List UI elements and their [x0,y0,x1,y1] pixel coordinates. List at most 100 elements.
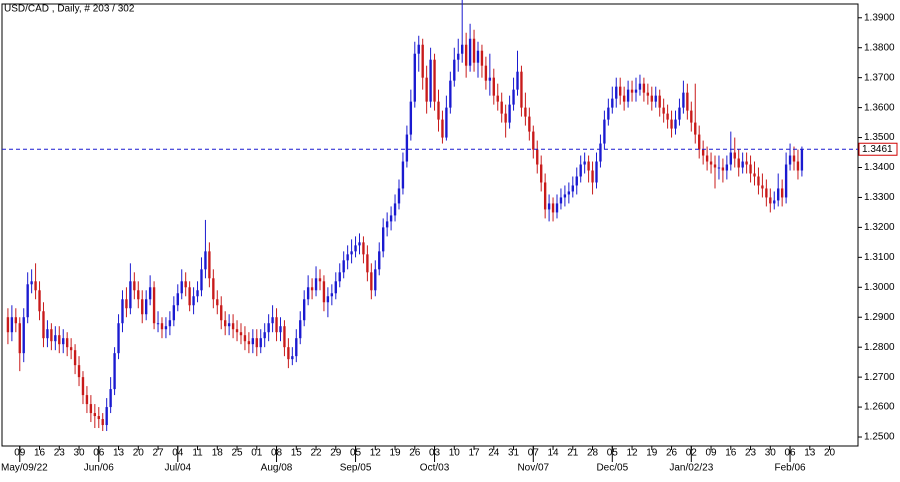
month-label: Nov/07 [517,463,549,474]
candle-body [22,317,25,354]
candle-body [441,119,444,138]
candle-body [492,77,495,96]
candle-body [164,326,168,330]
x-tick-label: 20 [824,448,836,459]
candle-body [682,92,685,108]
candle-body [520,71,523,108]
candle-body [780,188,784,198]
candle-body [737,158,740,168]
x-tick-label: 16 [725,448,737,459]
candle-body [10,317,14,333]
candle-body [235,329,239,333]
candle-body [172,305,176,321]
candle-body [413,53,416,102]
candle-body [496,95,499,102]
x-tick-label: 30 [765,448,777,459]
candle-body [626,89,630,102]
candle-body [638,83,642,90]
candle-body [247,341,251,345]
candle-body [117,323,120,354]
candle-body [701,149,705,156]
candle-body [757,176,760,186]
candle-body [38,290,41,312]
candle-body [646,92,650,96]
candle-body [113,353,116,390]
candle-body [283,326,286,348]
candle-body [540,164,543,183]
candle-body [101,419,104,426]
candle-body [54,335,57,342]
candle-body [322,281,326,303]
candle-body [698,134,701,150]
x-tick-label: 28 [587,448,599,459]
candle-body [784,164,788,198]
y-tick-label: 1.3700 [864,72,895,83]
month-label: Oct/03 [420,463,450,474]
candle-body [405,134,409,162]
candle-body [152,287,156,324]
candle-body [156,323,160,325]
candle-body [433,59,436,102]
candle-body [717,167,721,169]
x-tick-label: 12 [370,448,382,459]
month-label: Sep/05 [340,463,372,474]
x-tick-label: 09 [705,448,717,459]
candle-body [346,254,349,261]
candle-body [251,338,255,345]
candle-body [579,164,582,177]
candle-body [551,203,555,213]
candle-body [291,356,294,360]
candle-body [709,161,713,165]
candle-body [397,188,401,204]
current-price-box [858,142,898,156]
y-tick-label: 1.2700 [864,372,895,383]
x-tick-label: 24 [488,448,500,459]
candle-body [749,164,752,174]
candle-body [543,182,547,210]
candle-body [575,176,578,186]
candle-body [196,290,199,297]
x-tick-label: 21 [567,448,579,459]
candle-body [745,161,748,165]
candle-body [374,269,377,291]
y-tick-label: 1.3800 [864,42,895,53]
candle-body [504,113,507,123]
candle-body [587,161,590,171]
x-tick-label: 30 [73,448,85,459]
candle-body [176,293,179,306]
candle-body [109,389,112,408]
candle-body [350,251,353,255]
month-label: Jul/04 [164,463,191,474]
candle-body [694,122,697,135]
candle-body [741,161,744,168]
x-tick-label: 11 [192,448,203,459]
month-label: May/09/22 [1,463,48,474]
candle-body [417,44,420,54]
candle-body [148,287,152,300]
candle-body [725,164,729,171]
x-tick-label: 12 [626,448,638,459]
candle-body [338,272,341,282]
candle-body [690,110,693,123]
y-tick-label: 1.3600 [864,102,895,113]
candle-body [6,317,10,333]
candle-body [611,98,614,108]
candle-body [729,152,732,165]
candle-body [223,320,227,327]
month-label: Jun/06 [84,463,114,474]
month-label: Aug/08 [261,463,293,474]
candle-body [615,86,618,99]
x-tick-label: 27 [152,448,164,459]
candle-body [792,155,796,162]
candle-body [227,323,231,327]
candle-body [603,119,606,144]
x-tick-label: 23 [745,448,757,459]
candle-body [437,101,440,120]
candle-body [188,287,191,306]
candle-body [267,323,270,333]
candle-body [192,296,195,306]
candle-body [429,59,432,102]
candle-body [654,95,657,102]
candle-body [168,320,172,327]
